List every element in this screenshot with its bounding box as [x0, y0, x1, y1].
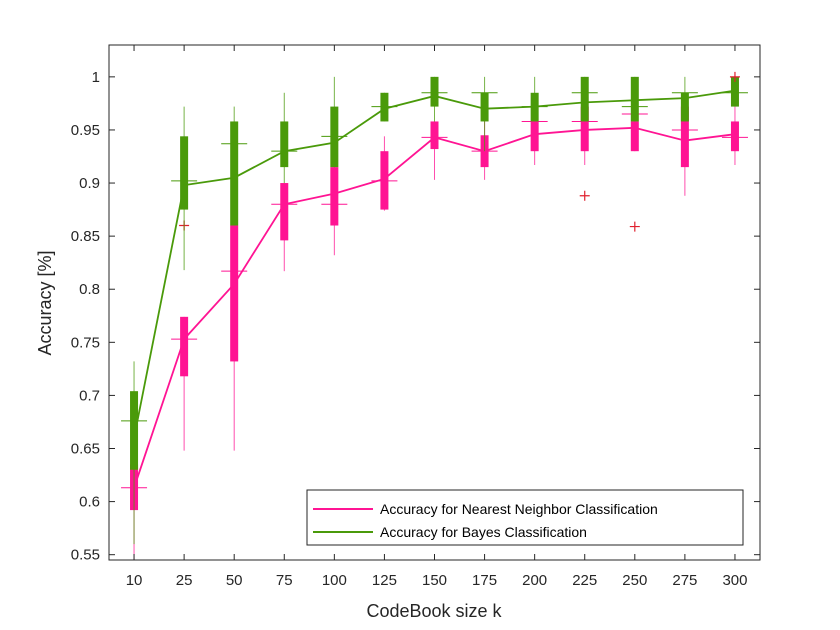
legend-label-nn: Accuracy for Nearest Neighbor Classifica… — [380, 501, 658, 517]
x-tick-label-75: 75 — [276, 572, 293, 589]
y-tick-label-0.6: 0.6 — [79, 494, 100, 511]
nn-mean-line — [133, 126, 736, 489]
nn-box-25 — [180, 316, 189, 377]
nn-box-50 — [230, 225, 239, 362]
bayes-box-225 — [580, 76, 589, 122]
y-axis-title: Accuracy [%] — [35, 250, 55, 355]
bayes-box-25 — [180, 136, 189, 210]
x-tick-label-250: 250 — [622, 572, 647, 589]
x-tick-label-100: 100 — [322, 572, 347, 589]
bayes-box-10 — [130, 391, 139, 470]
y-tick-label-1: 1 — [92, 69, 100, 86]
nn-box-100 — [330, 167, 339, 226]
nn-box-75 — [280, 183, 289, 241]
nn-outlier-225-0 — [579, 190, 590, 201]
bayes-box-250 — [630, 76, 639, 122]
y-tick-label-0.7: 0.7 — [79, 387, 100, 404]
nn-box-250 — [630, 121, 639, 152]
nn-outlier-250-0 — [629, 221, 640, 232]
nn-box-300 — [730, 121, 739, 152]
bayes-box-300 — [730, 76, 739, 107]
y-tick-label-0.65: 0.65 — [71, 441, 100, 458]
x-axis-title: CodeBook size k — [366, 601, 502, 621]
y-tick-label-0.75: 0.75 — [71, 334, 100, 351]
legend-box — [306, 489, 744, 546]
bayes-mean-line — [133, 89, 736, 439]
y-tick-label-0.9: 0.9 — [79, 175, 100, 192]
x-tick-label-125: 125 — [372, 572, 397, 589]
y-tick-label-0.95: 0.95 — [71, 122, 100, 139]
x-tick-label-150: 150 — [422, 572, 447, 589]
x-tick-label-25: 25 — [176, 572, 193, 589]
y-tick-label-0.8: 0.8 — [79, 281, 100, 298]
bayes-box-100 — [330, 106, 339, 168]
bayes-box-75 — [280, 121, 289, 168]
nn-box-125 — [380, 151, 389, 210]
x-tick-label-175: 175 — [472, 572, 497, 589]
x-tick-label-200: 200 — [522, 572, 547, 589]
x-tick-label-10: 10 — [126, 572, 143, 589]
bayes-outlier-300-0 — [729, 71, 740, 82]
plot-area — [121, 71, 748, 560]
x-tick-label-275: 275 — [672, 572, 697, 589]
plot-marks — [121, 71, 748, 560]
bayes-box-50 — [230, 121, 239, 226]
y-tick-label-0.85: 0.85 — [71, 228, 100, 245]
legend: Accuracy for Nearest Neighbor Classifica… — [306, 489, 744, 546]
bayes-box-175 — [480, 92, 489, 122]
series-bayes — [121, 71, 748, 545]
bayes-box-275 — [680, 92, 689, 122]
axis-ticks: 10 25 50 75 100 125 150 175 200 225 250 275 300 0.55 0… — [71, 45, 760, 589]
x-tick-label-50: 50 — [226, 572, 243, 589]
series-nn — [121, 92, 748, 560]
y-tick-label-0.55: 0.55 — [71, 547, 100, 564]
x-tick-label-225: 225 — [572, 572, 597, 589]
nn-box-275 — [680, 106, 689, 168]
nn-box-150 — [430, 121, 439, 150]
nn-box-200 — [530, 121, 539, 152]
legend-label-bayes: Accuracy for Bayes Classification — [380, 524, 587, 540]
x-tick-label-300: 300 — [722, 572, 747, 589]
bayes-box-125 — [380, 92, 389, 122]
bayes-box-150 — [430, 76, 439, 107]
nn-box-225 — [580, 106, 589, 152]
